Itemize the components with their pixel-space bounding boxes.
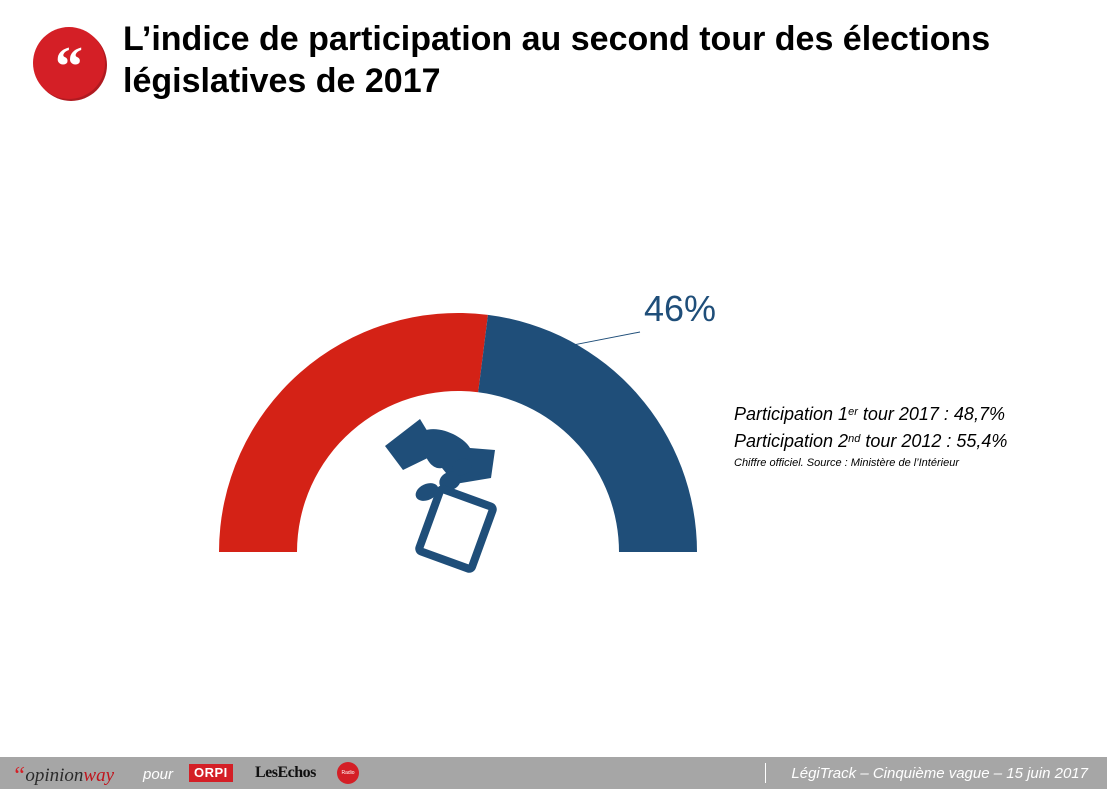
- gauge-segment-abstention: [219, 312, 488, 552]
- value-leader-line: [570, 331, 641, 347]
- gauge-segment-participation: [478, 314, 697, 552]
- lesechos-logo: LesEchos: [255, 764, 316, 781]
- note-source: Chiffre officiel. Source : Ministère de …: [734, 457, 959, 469]
- participation-notes: Participation 1er tour 2017 : 48,7% Part…: [734, 401, 1007, 471]
- orpi-logo: ORPI: [189, 764, 233, 782]
- opinionway-logo: “opinionway: [12, 763, 115, 789]
- ballot-vote-icon: [385, 419, 497, 573]
- footer-bar: “opinionway pour ORPI LesEchos Radio Cla…: [0, 757, 1107, 798]
- svg-text:“: “: [55, 36, 83, 98]
- footer-divider: [765, 763, 766, 783]
- radio-classique-logo: Radio Classique: [337, 762, 359, 798]
- footer-caption: LégiTrack – Cinquième vague – 15 juin 20…: [791, 765, 1088, 782]
- note-participation-2017: Participation 1er tour 2017 : 48,7%: [734, 404, 1005, 424]
- participation-gauge: 46%: [219, 288, 716, 573]
- gauge-value-label: 46%: [644, 288, 716, 329]
- quote-icon: “: [33, 27, 105, 99]
- page-title: L’indice de participation au second tour…: [123, 20, 991, 100]
- footer-pour: pour: [143, 766, 174, 783]
- note-participation-2012: Participation 2nd tour 2012 : 55,4%: [734, 431, 1008, 451]
